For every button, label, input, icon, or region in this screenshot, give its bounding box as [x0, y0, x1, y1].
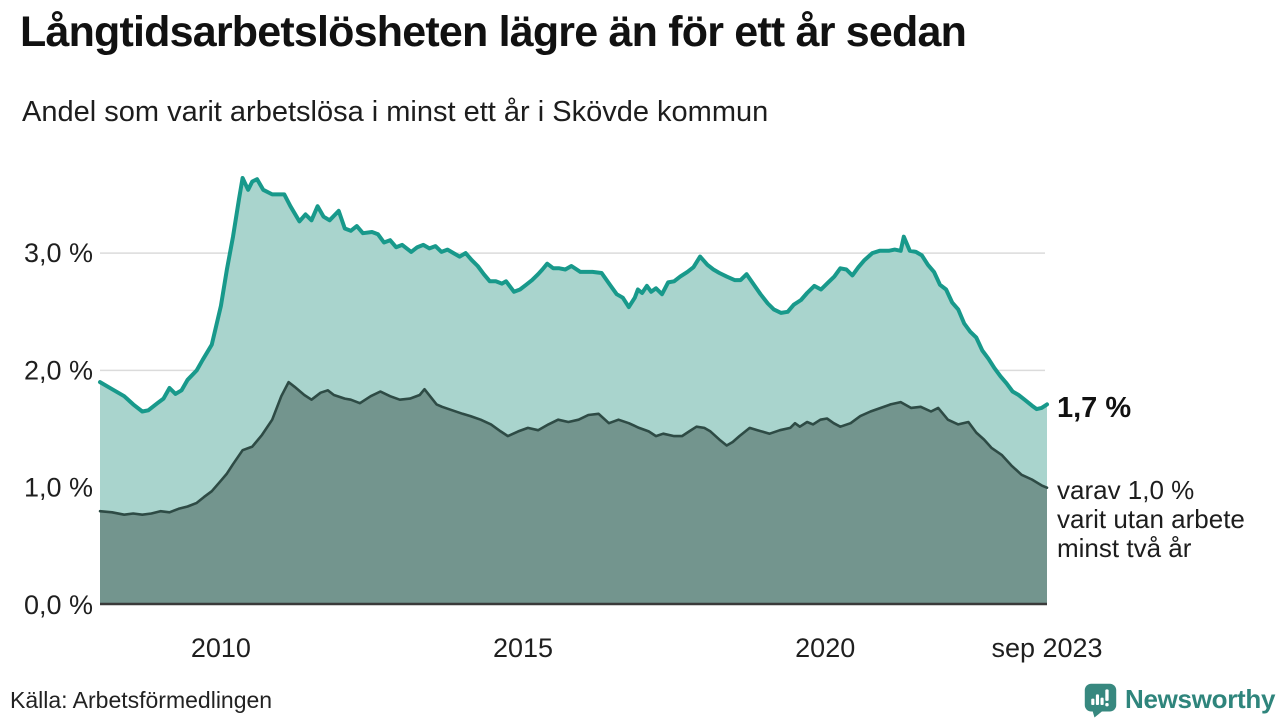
page-title: Långtidsarbetslösheten lägre än för ett …	[20, 8, 967, 56]
newsworthy-logo: Newsworthy	[1082, 681, 1275, 718]
newsworthy-bubble-chart-icon	[1084, 683, 1117, 718]
x-tick-label: 2015	[493, 633, 553, 663]
series-line-1	[98, 380, 1049, 516]
y-tick-label: 2,0 %	[24, 355, 93, 385]
x-tick-label: 2010	[191, 633, 251, 663]
end-value-annotation: 1,7 %	[1057, 392, 1132, 424]
y-tick-label: 1,0 %	[24, 473, 93, 503]
y-tick-label: 0,0 %	[24, 590, 93, 620]
x-tick-label: 2020	[795, 633, 855, 663]
page-subtitle: Andel som varit arbetslösa i minst ett å…	[22, 96, 769, 128]
source-caption: Källa: Arbetsförmedlingen	[10, 687, 273, 713]
newsworthy-wordmark: Newsworthy	[1125, 684, 1276, 714]
y-tick-label: 3,0 %	[24, 238, 93, 268]
series-area-1	[100, 382, 1047, 605]
series-line-0	[98, 176, 1049, 414]
end-secondary-annotation: varav 1,0 % varit utan arbete minst två …	[1057, 475, 1245, 563]
x-tick-label: sep 2023	[991, 633, 1102, 663]
